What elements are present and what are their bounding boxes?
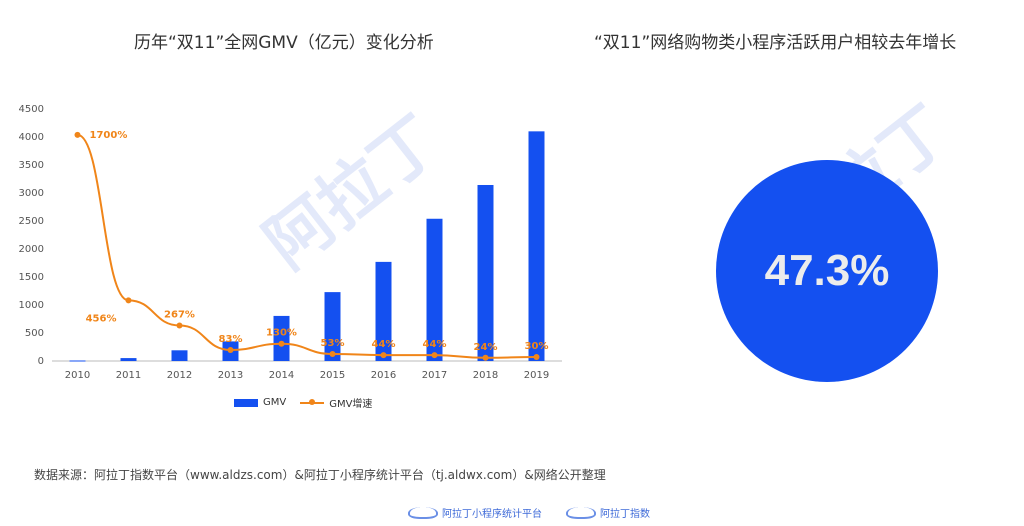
chart-legend: GMV GMV增速 (234, 395, 372, 410)
x-tick-label: 2019 (524, 370, 549, 381)
growth-data-label: 130% (266, 328, 297, 339)
gmv-bar (69, 360, 86, 362)
x-tick-label: 2016 (371, 370, 396, 381)
gmv-bar (375, 261, 392, 361)
growth-data-label: 44% (423, 339, 447, 350)
y-tick-label: 3500 (19, 160, 44, 171)
growth-point (329, 350, 336, 357)
gmv-bar (426, 218, 443, 361)
y-tick-label: 500 (25, 328, 44, 339)
growth-point (533, 354, 540, 361)
gmv-bar (120, 358, 137, 361)
legend-growth-label: GMV增速 (329, 399, 373, 410)
gmv-bar (171, 350, 188, 361)
kpi-value: 47.3% (764, 246, 890, 295)
growth-point (482, 354, 489, 361)
y-tick-label: 0 (38, 356, 44, 367)
footer-logo-stats: 阿拉丁小程序统计平台 (408, 505, 542, 520)
growth-line (77, 133, 537, 359)
y-tick-label: 3000 (19, 188, 44, 199)
x-tick-label: 2012 (167, 370, 192, 381)
legend-gmv-label: GMV (263, 397, 287, 408)
legend-growth-swatch (300, 398, 325, 405)
footer-logo-index: 阿拉丁指数 (566, 505, 650, 520)
kpi-circle: 47.3% (716, 160, 938, 382)
growth-data-label: 83% (219, 334, 243, 345)
footer-logo-index-label: 阿拉丁指数 (600, 509, 650, 520)
growth-point (176, 322, 183, 329)
growth-data-label: 53% (321, 338, 345, 349)
growth-data-label: 30% (525, 341, 549, 352)
gmv-bar (528, 131, 545, 361)
growth-data-label: 1700% (90, 130, 128, 141)
y-tick-label: 4000 (19, 132, 44, 143)
y-tick-label: 1500 (19, 272, 44, 283)
x-tick-label: 2010 (65, 370, 90, 381)
lamp-icon (408, 506, 438, 519)
x-tick-label: 2011 (116, 370, 141, 381)
legend-gmv-swatch (234, 398, 258, 407)
gmv-bar (477, 184, 494, 361)
x-tick-label: 2017 (422, 370, 447, 381)
gmv-bar (324, 292, 341, 361)
x-tick-label: 2014 (269, 370, 294, 381)
x-tick-label: 2018 (473, 370, 498, 381)
growth-point (431, 352, 438, 359)
growth-data-label: 456% (86, 313, 117, 324)
growth-point (278, 340, 285, 347)
kpi-title: “双11”网络购物类小程序活跃用户相较去年增长 (594, 33, 957, 53)
growth-point (125, 297, 132, 304)
y-tick-label: 4500 (19, 104, 44, 115)
growth-point (227, 346, 234, 353)
gmv-chart: 0 500 1000 1500 2000 2500 3000 3500 4000 4500 2010… (19, 104, 562, 381)
data-source-note: 数据来源：阿拉丁指数平台（www.aldzs.com）&阿拉丁小程序统计平台（t… (34, 468, 606, 482)
y-tick-label: 2000 (19, 244, 44, 255)
growth-data-label: 267% (164, 309, 195, 320)
y-tick-label: 2500 (19, 216, 44, 227)
x-tick-label: 2013 (218, 370, 243, 381)
lamp-icon (566, 506, 596, 519)
growth-point (380, 352, 387, 359)
y-tick-label: 1000 (19, 300, 44, 311)
growth-point (74, 131, 81, 138)
chart-title: 历年“双11”全网GMV（亿元）变化分析 (134, 33, 434, 53)
footer-logo-stats-label: 阿拉丁小程序统计平台 (442, 509, 542, 520)
growth-data-label: 44% (372, 339, 396, 350)
gmv-bar (273, 315, 290, 361)
x-tick-label: 2015 (320, 370, 345, 381)
growth-data-label: 24% (474, 342, 498, 353)
